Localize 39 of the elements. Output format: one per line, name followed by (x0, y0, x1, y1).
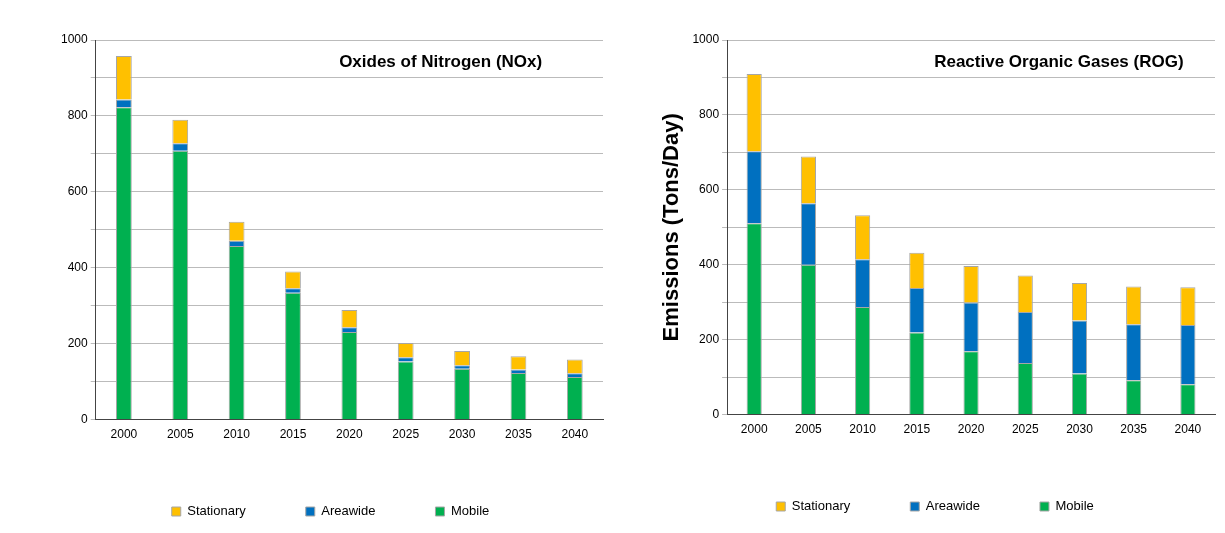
text: Reactive Organic Gases (ROG) (934, 51, 1184, 71)
x-tick-label: 2030 (448, 427, 476, 442)
y-tick-label: 0 (81, 411, 89, 426)
x-tick-label: 2005 (166, 427, 194, 442)
x-tick-label: 2015 (279, 427, 307, 442)
legend-label: Areawide (925, 498, 980, 514)
y-tick-label: 1000 (60, 32, 89, 47)
x-tick-label: 2040 (561, 427, 589, 442)
y-tick-label: 400 (67, 260, 89, 275)
x-tick-label: 2000 (740, 422, 768, 437)
text: Oxides of Nitrogen (NOx) (339, 51, 543, 71)
x-tick-label: 2015 (903, 422, 931, 437)
x-tick-label: 2000 (110, 427, 138, 442)
y-tick-label: 200 (67, 335, 89, 350)
y-tick-label: 0 (712, 406, 720, 421)
legend-label: Areawide (321, 503, 376, 519)
y-tick-label: 200 (699, 331, 720, 346)
x-tick-label: 2030 (1066, 422, 1094, 437)
y-tick-label: 1000 (692, 32, 720, 47)
y-tick-label: 600 (67, 184, 89, 199)
legend-label: Stationary (791, 498, 851, 514)
y-tick-label: 800 (699, 107, 720, 122)
y-tick-label: 400 (699, 257, 720, 272)
x-tick-label: 2010 (223, 427, 251, 442)
x-tick-label: 2005 (795, 422, 823, 437)
legend-label: Mobile (1055, 498, 1094, 514)
legend-label: Stationary (187, 503, 247, 519)
x-tick-label: 2035 (1120, 422, 1148, 437)
x-tick-label: 2020 (336, 427, 364, 442)
x-tick-label: 2040 (1174, 422, 1202, 437)
x-tick-label: 2025 (392, 427, 420, 442)
x-tick-label: 2010 (849, 422, 877, 437)
legend-label: Mobile (450, 503, 490, 519)
y-axis-title: Emissions (Tons/Day) (658, 113, 684, 342)
x-tick-label: 2025 (1011, 422, 1039, 437)
x-tick-label: 2020 (957, 422, 985, 437)
y-tick-label: 800 (67, 108, 89, 123)
y-tick-label: 600 (699, 182, 720, 197)
x-tick-label: 2035 (505, 427, 533, 442)
